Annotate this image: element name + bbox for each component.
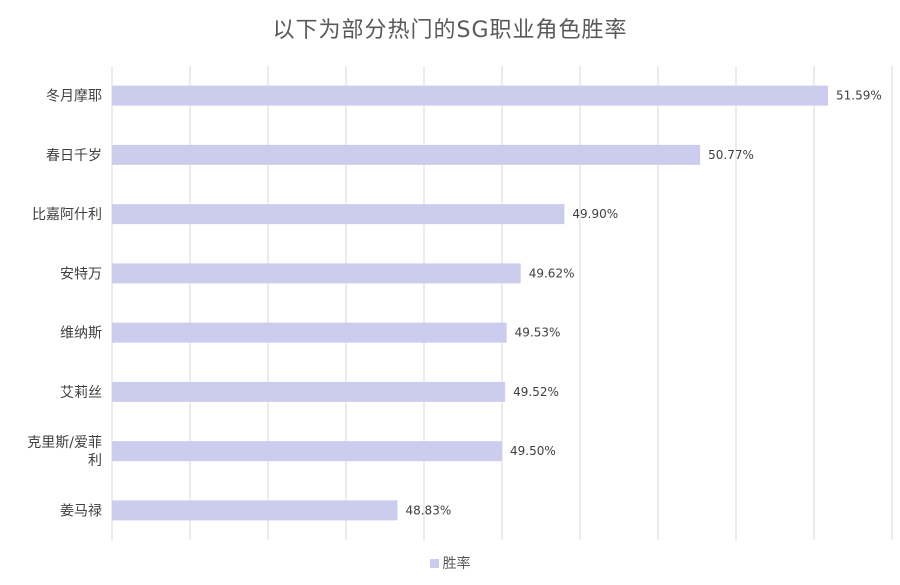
data-label-2: 49.90% [572,207,618,221]
legend-swatch [429,558,439,568]
data-label-7: 48.83% [405,503,451,517]
category-label-0: 冬月摩耶 [46,88,102,105]
legend: 胜率 [0,553,900,573]
category-label-4: 维纳斯 [60,326,102,342]
data-label-5: 49.52% [513,385,559,399]
category-label-5: 艾莉丝 [60,385,102,401]
bar-5 [112,381,506,402]
category-label-6: 克里斯/爱菲利 [27,435,102,469]
data-label-6: 49.50% [510,444,556,458]
category-label-2: 比嘉阿什利 [32,207,102,223]
chart-title: 以下为部分热门的SG职业角色胜率 [272,18,628,43]
data-label-4: 49.53% [515,326,561,340]
legend-label: 胜率 [442,556,471,572]
category-label-1: 春日千岁 [46,148,102,164]
category-label-7: 姜马禄 [60,503,102,519]
category-label-3: 安特万 [60,266,102,282]
bar-6 [112,441,502,462]
bar-7 [112,500,398,521]
data-label-3: 49.62% [529,266,575,280]
bar-0 [112,85,829,106]
bar-4 [112,322,507,343]
bar-1 [112,144,701,165]
bar-2 [112,204,565,225]
data-label-0: 51.59% [836,89,882,103]
data-label-1: 50.77% [708,148,754,162]
bar-3 [112,263,521,284]
